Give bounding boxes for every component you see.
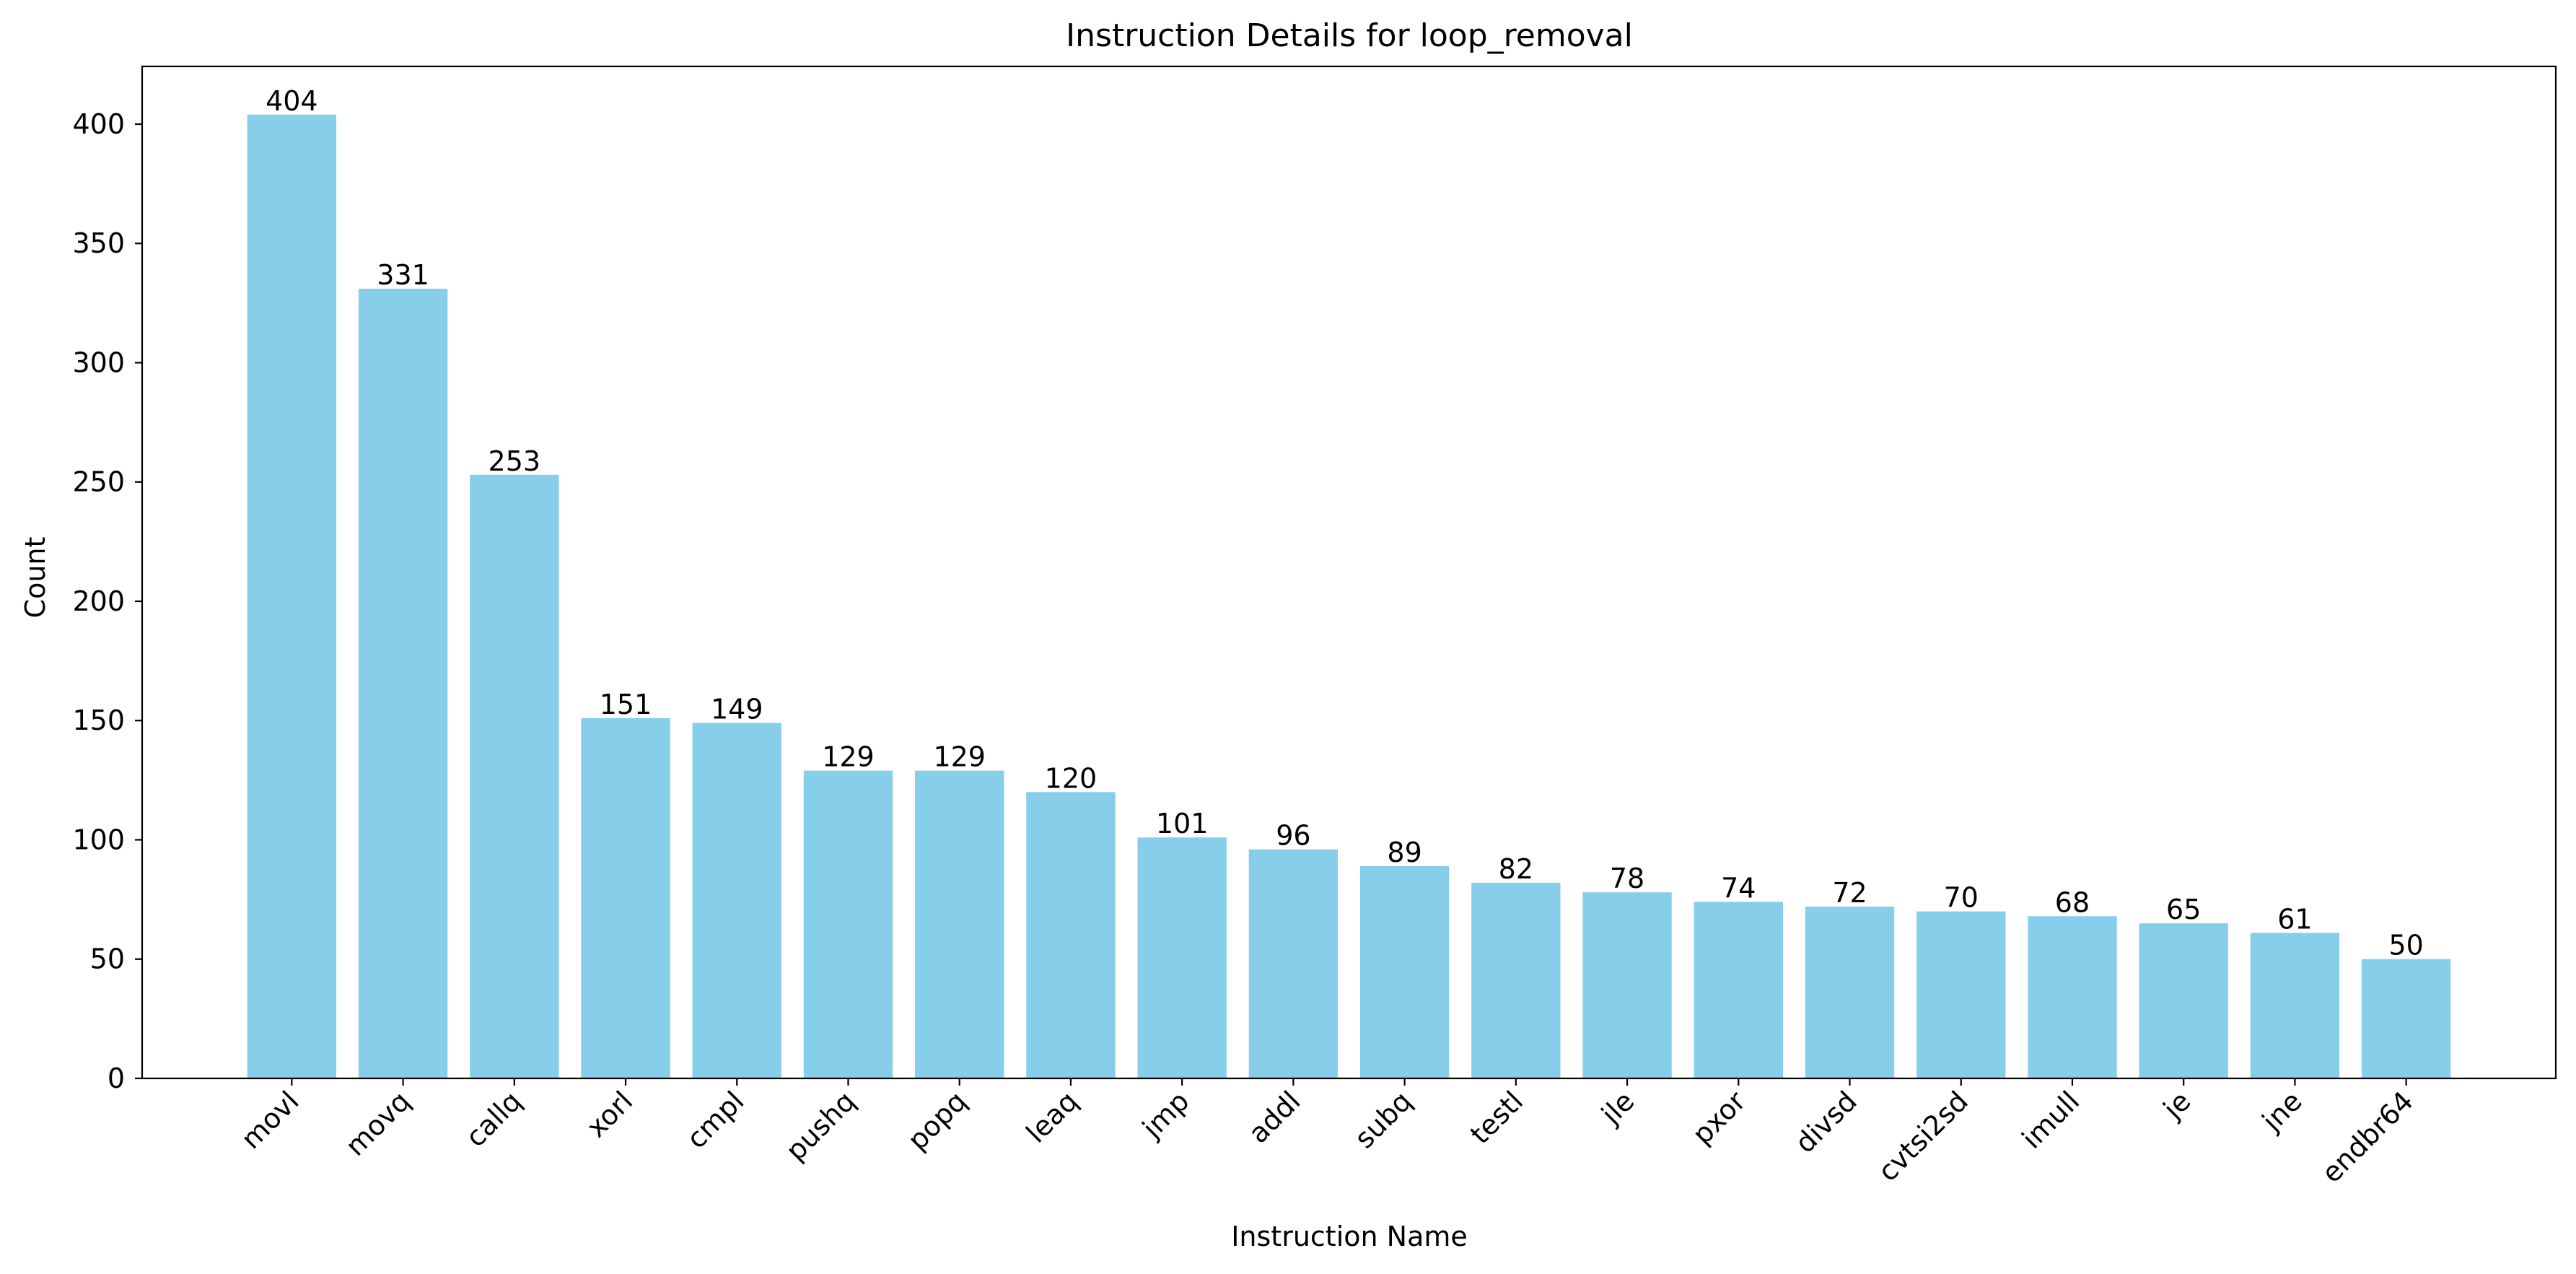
bar-value-label-subq: 89 — [1387, 837, 1421, 868]
bar-value-label-addl: 96 — [1276, 820, 1310, 852]
bar-popq — [915, 770, 1004, 1078]
bar-value-label-movl: 404 — [266, 85, 318, 117]
bar-callq — [470, 474, 559, 1078]
bar-value-label-jmp: 101 — [1156, 808, 1209, 839]
bar-xorl — [581, 717, 670, 1078]
bar-cmpl — [692, 723, 781, 1078]
y-tick-label-200: 200 — [72, 585, 125, 617]
bar-testl — [1471, 882, 1561, 1078]
bar-value-label-cvtsi2sd: 70 — [1944, 882, 1979, 914]
y-tick-label-150: 150 — [72, 704, 125, 736]
bar-cvtsi2sd — [1916, 911, 2006, 1078]
bar-value-label-jne: 61 — [2277, 903, 2312, 935]
bar-value-label-cmpl: 149 — [711, 694, 763, 725]
bar-subq — [1359, 865, 1450, 1078]
bar-value-label-je: 65 — [2166, 894, 2201, 925]
bar-value-label-endbr64: 50 — [2388, 930, 2423, 961]
x-axis-label: Instruction Name — [1231, 1221, 1468, 1252]
bar-value-label-pxor: 74 — [1721, 872, 1756, 904]
bar-value-label-testl: 82 — [1499, 853, 1533, 885]
bar-divsd — [1805, 907, 1895, 1078]
chart-title: Instruction Details for loop_removal — [1066, 17, 1633, 54]
bar-pxor — [1694, 902, 1783, 1078]
bar-value-label-pushq: 129 — [822, 741, 875, 773]
bar-value-label-xorl: 151 — [600, 689, 652, 720]
bars-layer — [247, 114, 2451, 1079]
bar-imull — [2028, 916, 2117, 1078]
y-tick-label-0: 0 — [108, 1063, 125, 1094]
bar-value-label-movq: 331 — [377, 259, 429, 291]
bar-je — [2139, 923, 2228, 1078]
y-tick-label-250: 250 — [72, 466, 125, 498]
plot-frame — [141, 65, 2557, 1080]
bar-jmp — [1137, 837, 1227, 1078]
y-axis-label: Count — [19, 537, 51, 619]
bar-value-label-divsd: 72 — [1832, 877, 1867, 909]
y-tick-label-400: 400 — [72, 108, 125, 140]
y-tick-label-50: 50 — [90, 943, 125, 975]
bar-endbr64 — [2361, 959, 2451, 1078]
bar-movl — [247, 114, 337, 1078]
bar-value-label-callq: 253 — [489, 445, 541, 477]
bar-value-label-imull: 68 — [2055, 886, 2090, 918]
bar-jle — [1582, 892, 1672, 1078]
bar-leaq — [1026, 792, 1116, 1078]
bar-movq — [358, 289, 448, 1079]
labels-layer: 404 331 253 151 149 129 129 120 101 96 89 82 78 74 72 7… — [266, 85, 2424, 961]
bar-value-label-leaq: 120 — [1045, 762, 1098, 794]
bar-pushq — [803, 770, 893, 1078]
y-tick-label-100: 100 — [72, 824, 125, 855]
bar-jne — [2250, 933, 2340, 1078]
bar-addl — [1248, 849, 1339, 1078]
y-tick-label-300: 300 — [72, 346, 125, 378]
bar-value-label-popq: 129 — [933, 741, 986, 773]
bar-value-label-jle: 78 — [1610, 863, 1644, 894]
y-tick-label-350: 350 — [72, 227, 125, 259]
